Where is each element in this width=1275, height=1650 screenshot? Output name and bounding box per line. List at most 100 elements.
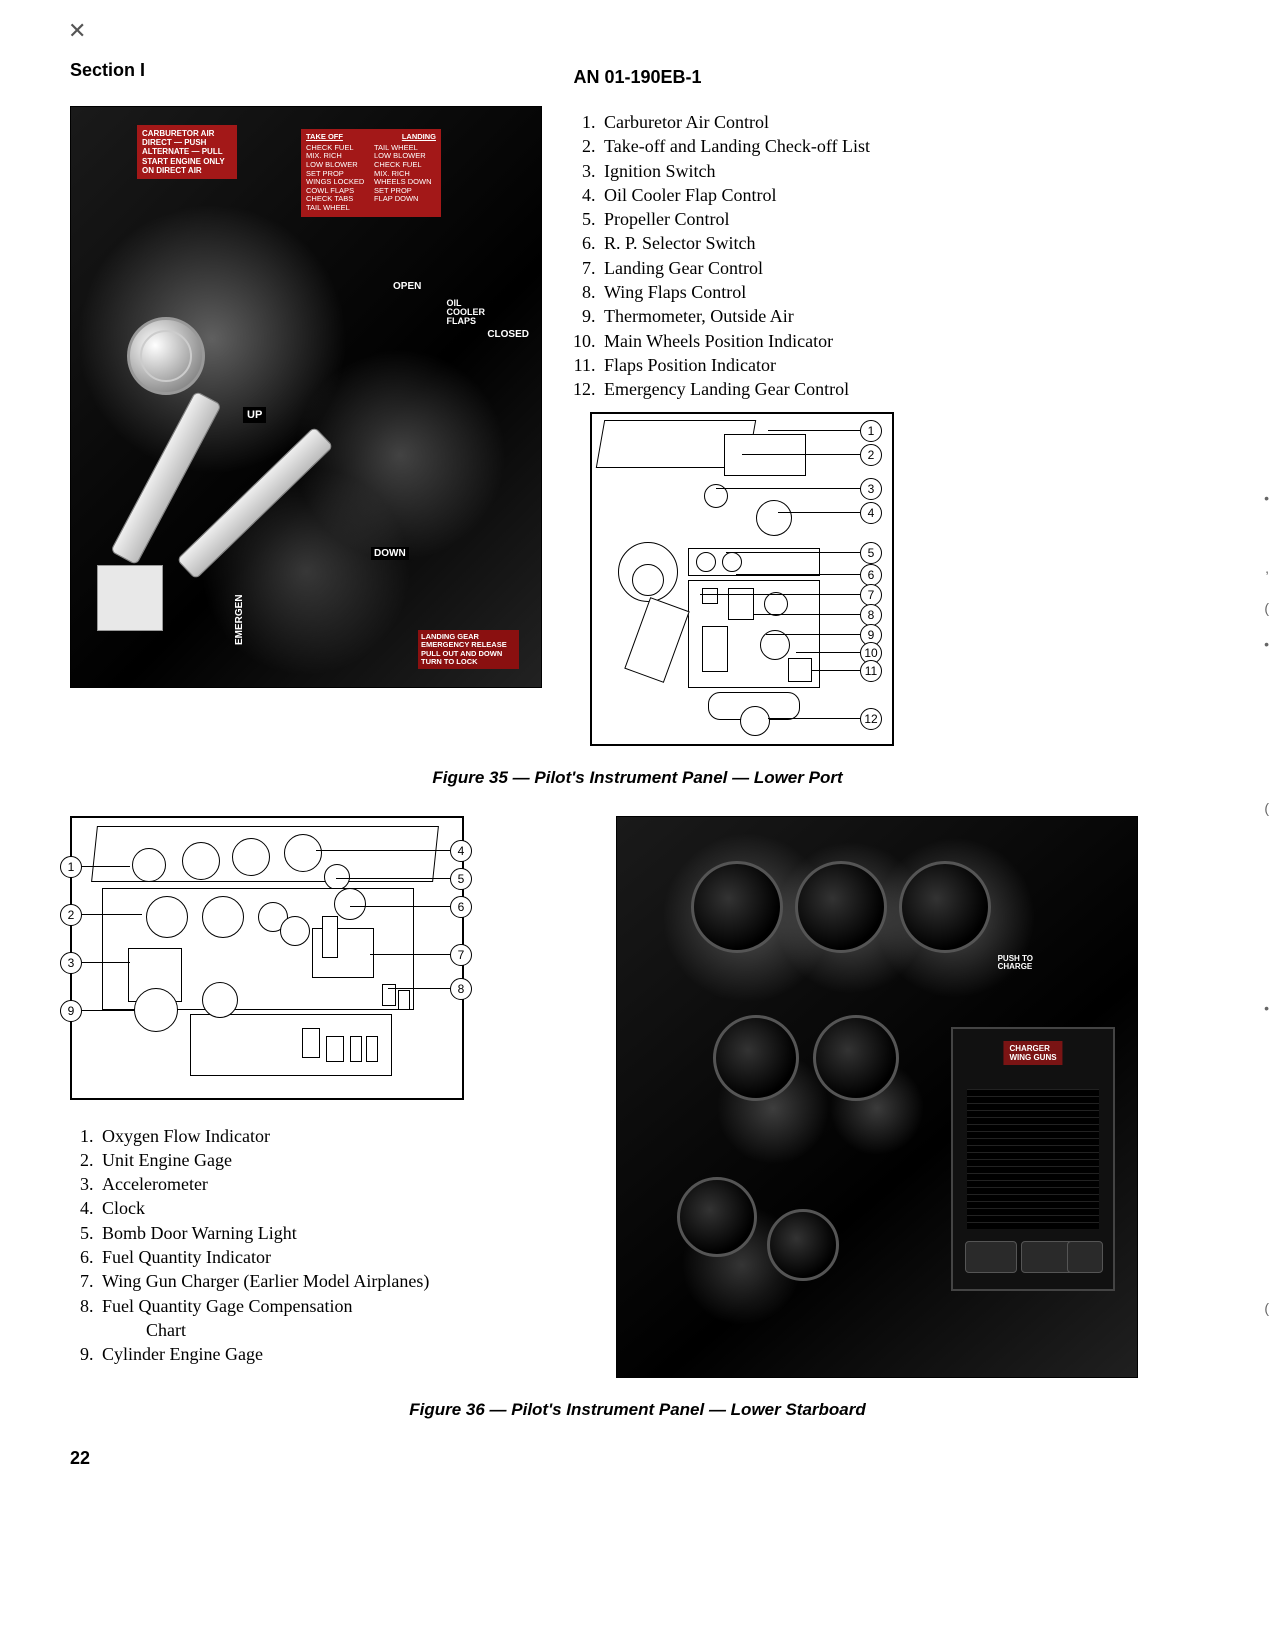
legend-item: Oil Cooler Flap Control [600,183,1205,207]
legend-item: Fuel Quantity Indicator [98,1245,590,1269]
callout-line [716,488,860,490]
legend-item: Fuel Quantity Gage Compensation [98,1294,590,1318]
diagram-handle-knob [740,706,770,736]
figure-36-photo: PUSH TO CHARGE CHARGER WING GUNS [616,816,1138,1378]
corner-mark: ✕ [68,18,86,44]
diagram-gauge [132,848,166,882]
push-to-charge-label: PUSH TO CHARGE [998,955,1033,971]
diagram-light [324,864,350,890]
callout-number: 6 [450,896,472,918]
legend-item: Flaps Position Indicator [600,353,1205,377]
legend-item: Wing Flaps Control [600,280,1205,304]
diagram-shape [398,990,410,1010]
callout-line [768,718,860,720]
callout-number: 8 [860,604,882,626]
control-knob [127,317,205,395]
figure-35-caption: Figure 35 — Pilot's Instrument Panel — L… [70,768,1205,788]
diagram-shape [788,658,812,682]
diagram-shape [350,1036,362,1062]
instrument-gauge [813,1015,899,1101]
diagram-gauge [202,896,244,938]
callout-number: 7 [450,944,472,966]
diagram-gauge [182,842,220,880]
figure-36-legend: Oxygen Flow IndicatorUnit Engine GageAcc… [70,1124,590,1367]
callout-line [82,962,130,964]
legend-item: Oxygen Flow Indicator [98,1124,590,1148]
takeoff-checklist: CHECK FUEL MIX. RICH LOW BLOWER SET PROP… [306,144,368,213]
white-component [97,565,163,631]
callout-line [82,1010,134,1012]
diagram-knob [756,500,792,536]
diagram-gauge [202,982,238,1018]
diagram-gauge [280,916,310,946]
instrument-gauge [691,861,783,953]
figure-35-photo: CARBURETOR AIR DIRECT — PUSH ALTERNATE —… [70,106,542,688]
callout-line [726,552,860,554]
legend-item: Landing Gear Control [600,256,1205,280]
callout-line [778,512,860,514]
diagram-shape [702,626,728,672]
callout-number: 2 [60,904,82,926]
callout-line [82,914,142,916]
emergen-label: EMERGEN [234,594,245,645]
page-number: 22 [70,1448,1205,1469]
legend-item: Cylinder Engine Gage [98,1342,590,1366]
diagram-shape [326,1036,344,1062]
callout-number: 3 [860,478,882,500]
callout-line [812,670,860,672]
panel-grid [967,1089,1099,1229]
diagram-lever [624,597,689,683]
callout-number: 4 [450,840,472,862]
charger-label: CHARGER WING GUNS [1003,1041,1062,1065]
panel-button [965,1241,1017,1273]
diagram-indicator [696,552,716,572]
legend-item: Take-off and Landing Check-off List [600,134,1205,158]
scan-edge-marks: • , ( • ( • ( [1251,0,1271,1650]
diagram-indicator [764,592,788,616]
callout-number: 7 [860,584,882,606]
instrument-gauge [767,1209,839,1281]
legend-item: Propeller Control [600,207,1205,231]
callout-number: 9 [60,1000,82,1022]
open-label: OPEN [393,281,421,292]
panel-button [1067,1241,1103,1273]
diagram-shape [366,1036,378,1062]
diagram-gauge [146,896,188,938]
diagram-gauge [334,888,366,920]
diagram-handle [322,916,338,958]
panel-button [1021,1241,1073,1273]
diagram-indicator [722,552,742,572]
legend-item: Bomb Door Warning Light [98,1221,590,1245]
instrument-gauge [795,861,887,953]
legend-item: Wing Gun Charger (Earlier Model Airplane… [98,1269,590,1293]
diagram-gauge [284,834,322,872]
page: ✕ Section I AN 01-190EB-1 CARBURETOR AIR… [0,0,1275,1519]
figure-36-caption: Figure 36 — Pilot's Instrument Panel — L… [70,1400,1205,1420]
up-label: UP [243,407,266,423]
carburetor-placard: CARBURETOR AIR DIRECT — PUSH ALTERNATE —… [137,125,237,179]
callout-line [796,652,860,654]
diagram-gauge [134,988,178,1032]
callout-line [370,954,450,956]
callout-line [700,594,860,596]
callout-line [350,906,450,908]
callout-line [336,878,450,880]
instrument-gauge [713,1015,799,1101]
callout-number: 11 [860,660,882,682]
callout-number: 12 [860,708,882,730]
oil-cooler-label: OIL COOLER FLAPS [446,299,485,326]
callout-line [768,430,860,432]
callout-line [736,574,860,576]
callout-line [388,988,450,990]
callout-line [316,850,450,852]
legend-item: Ignition Switch [600,159,1205,183]
legend-item: Carburetor Air Control [600,110,1205,134]
figure-36-group: 123945678 Oxygen Flow IndicatorUnit Engi… [70,816,1205,1378]
callout-number: 6 [860,564,882,586]
callout-number: 3 [60,952,82,974]
callout-line [766,634,860,636]
closed-label: CLOSED [487,329,529,340]
callout-line [82,866,130,868]
legend-item: Clock [98,1196,590,1220]
figure-35-right-column: Carburetor Air ControlTake-off and Landi… [570,106,1205,746]
